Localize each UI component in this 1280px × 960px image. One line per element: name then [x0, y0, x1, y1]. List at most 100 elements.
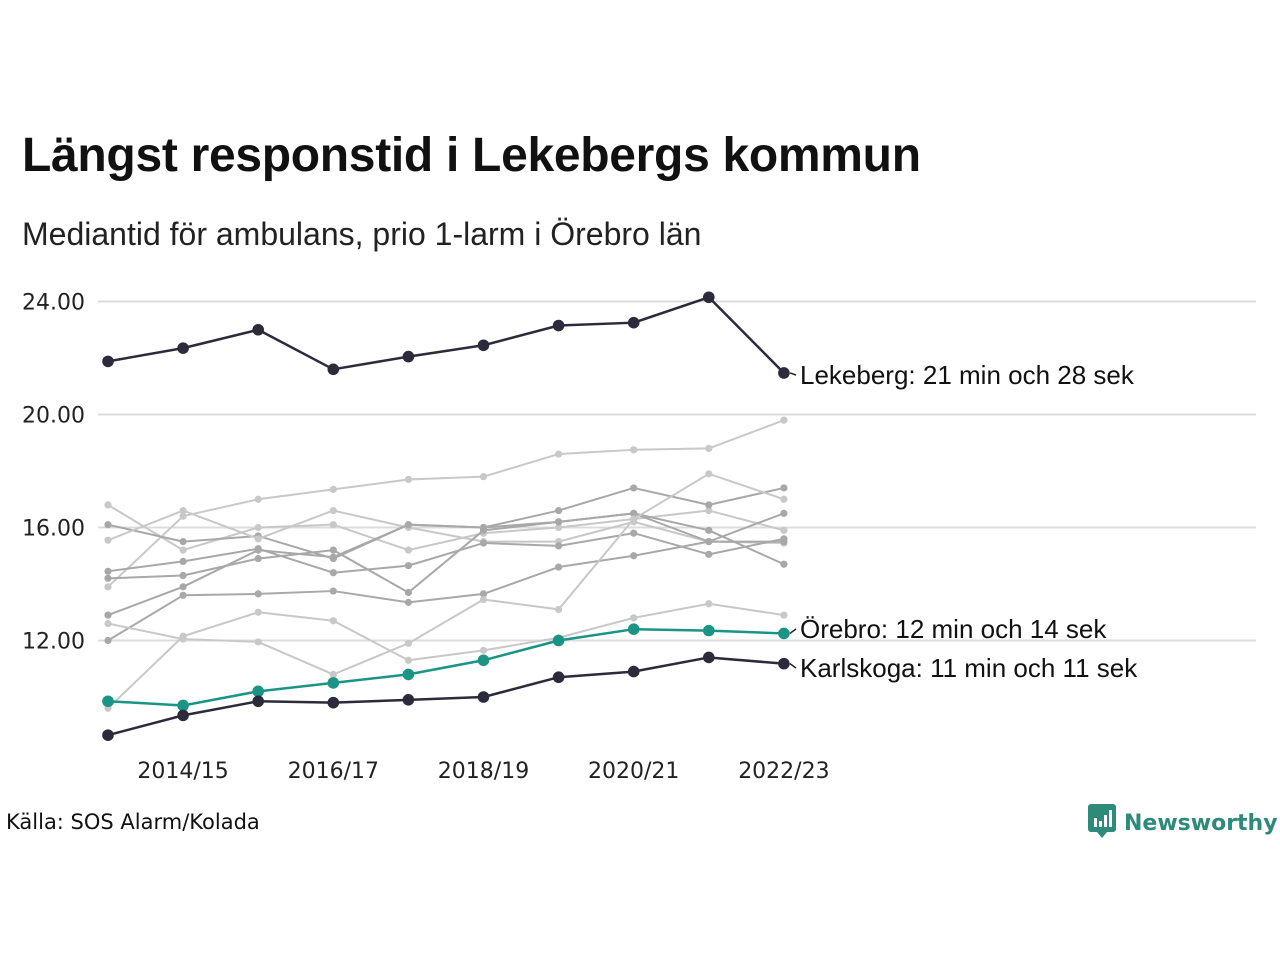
background-series-line: [104, 600, 788, 712]
data-point: [555, 518, 563, 526]
data-point: [479, 473, 488, 481]
data-point: [780, 560, 788, 568]
x-tick-label: 2014/15: [137, 759, 228, 784]
data-point: [780, 495, 788, 503]
data-point: [552, 319, 565, 332]
background-series-line: [104, 484, 788, 563]
data-point: [179, 506, 187, 515]
highlighted-series-line: [102, 623, 790, 712]
background-series-line: [104, 538, 788, 645]
data-point: [703, 624, 715, 637]
data-point: [555, 506, 563, 515]
data-point: [327, 363, 340, 376]
series-label: Karlskoga: 11 min och 11 sek: [800, 653, 1138, 683]
data-point: [177, 709, 189, 722]
data-point: [104, 583, 112, 591]
data-point: [778, 627, 790, 640]
background-series-line: [104, 509, 788, 619]
data-point: [177, 699, 189, 712]
data-point: [627, 665, 640, 678]
data-point: [104, 536, 112, 544]
background-series-line: [104, 529, 788, 577]
background-series-line: [104, 509, 788, 597]
data-point: [254, 638, 262, 646]
data-point: [630, 446, 638, 454]
data-point: [329, 670, 337, 679]
data-point: [479, 539, 488, 547]
data-point: [630, 484, 638, 492]
data-point: [780, 416, 788, 424]
chart-subtitle: Mediantid för ambulans, prio 1-larm i Ör…: [22, 216, 702, 252]
data-point: [179, 591, 187, 599]
data-point: [254, 495, 262, 503]
data-point: [630, 552, 638, 560]
data-point: [705, 470, 713, 478]
data-point: [703, 291, 715, 304]
data-point: [179, 546, 187, 554]
data-point: [329, 506, 337, 515]
data-point: [705, 501, 713, 509]
data-point: [252, 695, 264, 708]
data-point: [555, 563, 563, 571]
data-point: [329, 546, 337, 554]
data-point: [104, 636, 112, 645]
data-point: [177, 342, 189, 354]
data-point: [404, 546, 412, 554]
data-point: [179, 557, 187, 566]
data-point: [780, 538, 788, 546]
series-line: [107, 540, 784, 642]
x-tick-label: 2016/17: [288, 759, 379, 784]
highlighted-series-line: [102, 651, 790, 741]
data-point: [404, 598, 412, 606]
gridlines: [98, 300, 1256, 642]
background-series: [104, 416, 788, 712]
data-point: [254, 546, 262, 554]
data-point: [254, 590, 262, 598]
data-point: [630, 515, 638, 523]
data-point: [477, 339, 490, 352]
label-leader: [789, 372, 797, 376]
data-point: [104, 567, 112, 575]
data-point: [329, 569, 337, 577]
data-point: [705, 444, 713, 452]
background-series-line: [104, 470, 788, 679]
data-point: [780, 611, 788, 619]
data-point: [705, 526, 713, 534]
series-label: Lekeberg: 21 min och 28 sek: [800, 360, 1135, 390]
data-point: [329, 521, 337, 529]
data-point: [778, 367, 790, 379]
data-point: [179, 632, 187, 640]
data-point: [630, 509, 638, 517]
data-point: [327, 696, 340, 709]
data-point: [404, 656, 412, 664]
y-axis-tick-labels: 12.00 16.00 20.00 24.00: [22, 291, 85, 655]
data-point: [477, 654, 490, 667]
data-point: [627, 316, 640, 329]
data-point: [104, 611, 112, 619]
chart-title: Längst responstid i Lekebergs kommun: [22, 129, 921, 182]
background-series-line: [104, 416, 788, 591]
data-point: [705, 506, 713, 515]
x-axis-tick-labels: 2014/15 2016/17 2018/19 2020/21 2022/23: [137, 759, 829, 784]
series-line: [107, 296, 785, 374]
data-point: [404, 475, 412, 484]
brand-logo[interactable]: Newsworthy: [1088, 804, 1278, 842]
data-point: [780, 509, 788, 517]
data-point: [555, 450, 563, 458]
data-point: [104, 574, 112, 582]
data-point: [630, 614, 638, 622]
data-point: [102, 729, 114, 741]
data-point: [104, 501, 112, 509]
data-point: [404, 639, 412, 647]
data-point: [329, 553, 337, 561]
data-point: [477, 691, 490, 703]
data-point: [329, 587, 337, 595]
y-tick-label: 12.00: [22, 630, 85, 655]
data-point: [404, 521, 412, 529]
data-point: [552, 634, 565, 647]
source-note: Källa: SOS Alarm/Kolada: [6, 810, 260, 834]
data-point: [179, 583, 187, 591]
data-point: [179, 538, 187, 546]
series-label: Örebro: 12 min och 14 sek: [800, 614, 1107, 644]
